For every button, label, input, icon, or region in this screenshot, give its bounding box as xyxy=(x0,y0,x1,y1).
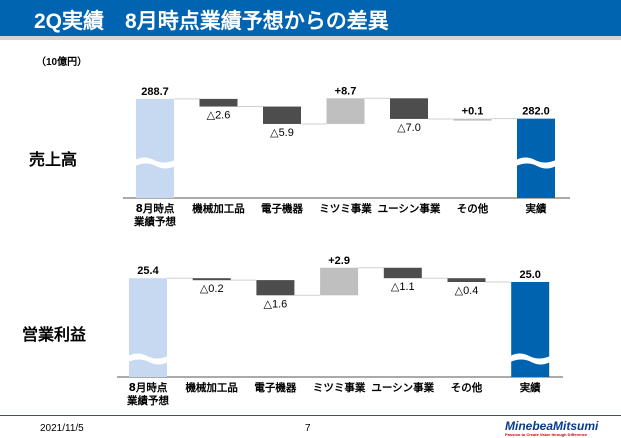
category-label: その他 xyxy=(457,202,489,215)
data-label: △7.0 xyxy=(397,122,421,134)
axis-break-icon xyxy=(510,353,551,365)
category-label: 機械加工品 xyxy=(192,202,245,215)
axis-break-icon xyxy=(135,157,175,169)
category-label: 業績予想 xyxy=(133,215,176,228)
unit-label: （10億円） xyxy=(36,57,88,68)
data-label: △0.2 xyxy=(200,283,224,295)
category-label: ミツミ事業 xyxy=(319,202,372,215)
category-label: 実績 xyxy=(520,381,541,394)
bar-3 xyxy=(326,98,365,124)
category-label: 電子機器 xyxy=(254,381,296,394)
axis-break-icon xyxy=(128,353,168,365)
bar-1 xyxy=(199,98,238,107)
data-label: 282.0 xyxy=(522,106,550,118)
data-label: △1.6 xyxy=(264,298,288,310)
data-label: +8.7 xyxy=(335,85,357,97)
data-label: 288.7 xyxy=(141,86,169,98)
data-label: 25.4 xyxy=(137,265,159,277)
category-label: ユーシン事業 xyxy=(378,202,441,215)
category-label: 機械加工品 xyxy=(185,381,238,394)
data-label: △1.1 xyxy=(391,281,415,293)
category-label: その他 xyxy=(451,381,483,394)
bar-5 xyxy=(447,278,486,282)
company-logo: MinebeaMitsumi Passion to Create Value th… xyxy=(505,419,605,437)
category-label: ミツミ事業 xyxy=(313,381,366,394)
category-label: 業績予想 xyxy=(126,394,169,407)
section-label-operating-income: 営業利益 xyxy=(22,327,87,344)
logo-text: MinebeaMitsumi xyxy=(505,419,599,433)
footer-date: 2021/11/5 xyxy=(40,423,84,434)
bar-2 xyxy=(256,280,295,296)
data-label: +2.9 xyxy=(328,255,350,267)
category-label: 8月時点 xyxy=(129,381,168,394)
data-label: △0.4 xyxy=(455,285,479,297)
axis-break-icon xyxy=(516,157,556,169)
data-label: △5.9 xyxy=(270,127,294,139)
bar-1 xyxy=(192,278,231,281)
logo-tagline: Passion to Create Value through Differen… xyxy=(505,432,588,437)
bar-0 xyxy=(136,98,174,198)
data-label: △2.6 xyxy=(207,110,231,122)
bar-4 xyxy=(390,98,428,119)
bar-5 xyxy=(453,118,492,121)
page-title: 2Q実績 8月時点業績予想からの差異 xyxy=(34,10,389,33)
bar-2 xyxy=(263,106,301,124)
bar-3 xyxy=(320,267,359,296)
category-label: 実績 xyxy=(526,202,547,215)
title-bar: 2Q実績 8月時点業績予想からの差異 xyxy=(0,0,621,36)
page-number: 7 xyxy=(305,423,311,434)
category-label: 8月時点 xyxy=(136,202,175,215)
title-bar-shadow xyxy=(0,36,621,40)
footer-divider xyxy=(0,415,621,416)
bar-4 xyxy=(383,267,422,279)
category-label: 電子機器 xyxy=(261,202,303,215)
category-label: ユーシン事業 xyxy=(371,381,434,394)
data-label: +0.1 xyxy=(462,106,484,118)
data-label: 25.0 xyxy=(519,269,540,281)
section-label-sales: 売上高 xyxy=(29,152,78,169)
